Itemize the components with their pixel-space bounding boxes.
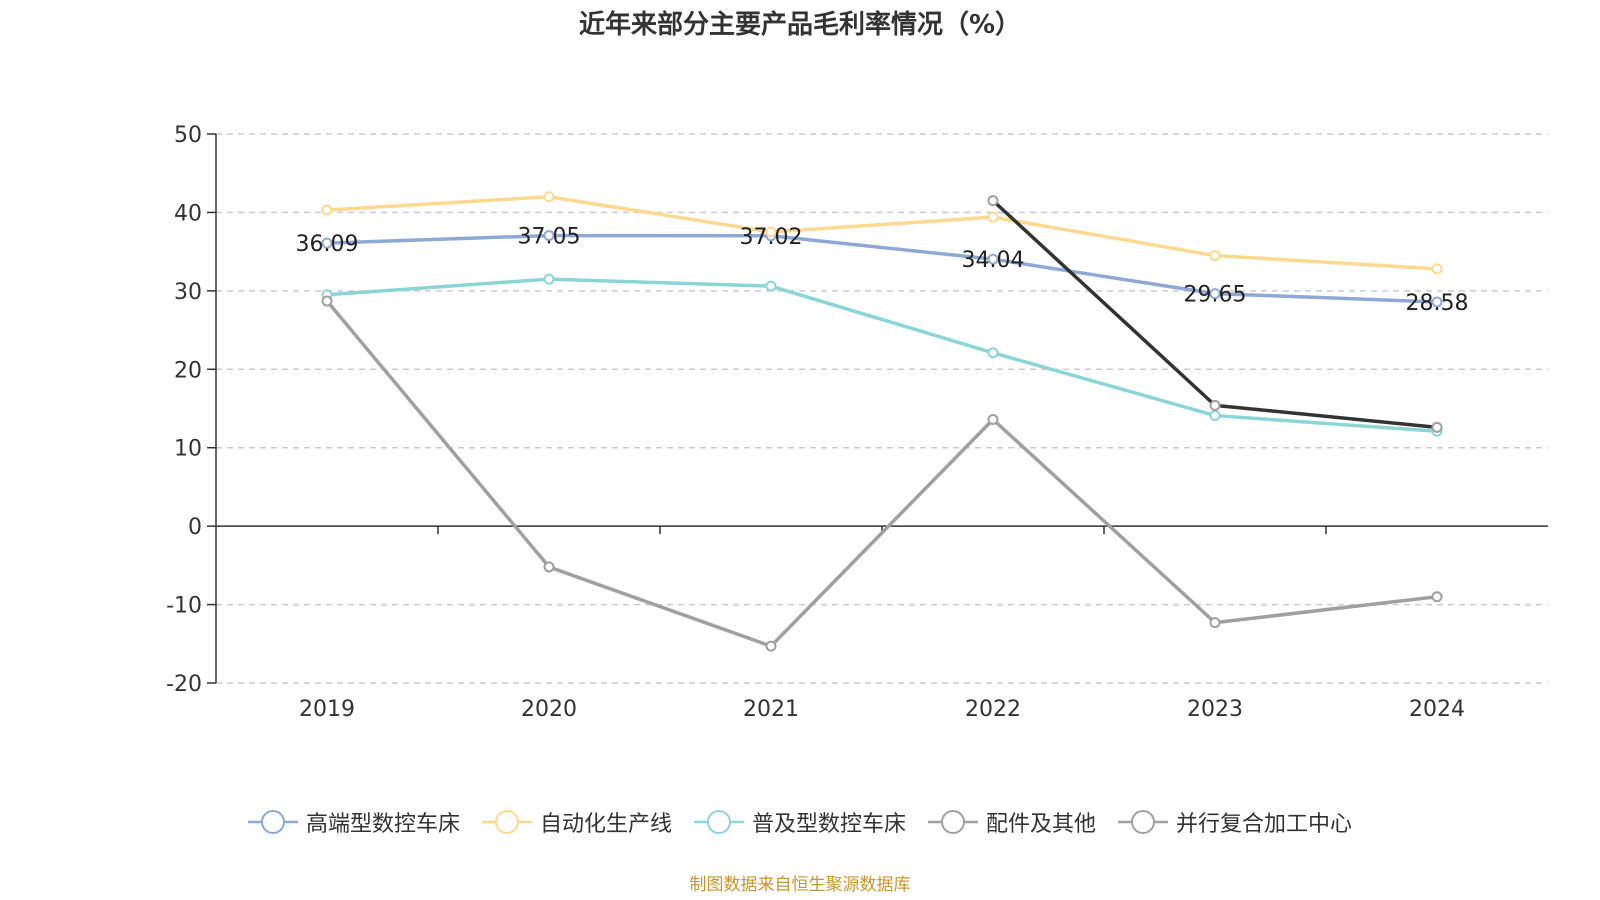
- series-lines: [321, 191, 1443, 652]
- y-tick-label: 30: [174, 280, 202, 305]
- data-point: [987, 253, 999, 265]
- y-tick-label: 40: [174, 201, 202, 226]
- data-point: [543, 230, 555, 242]
- data-point: [1431, 263, 1443, 275]
- legend-marker-icon: [693, 810, 744, 834]
- legend-item[interactable]: 普及型数控车床: [693, 806, 906, 838]
- x-tick-label: 2024: [1409, 697, 1465, 722]
- data-label: 37.05: [518, 225, 581, 250]
- legend-label: 配件及其他: [986, 812, 1097, 837]
- x-tick-label: 2022: [965, 697, 1021, 722]
- data-point: [987, 347, 999, 359]
- data-point: [321, 204, 333, 216]
- data-label: 36.09: [296, 232, 359, 257]
- x-tick-label: 2020: [521, 697, 577, 722]
- data-label: 28.58: [1406, 291, 1469, 316]
- data-point: [765, 226, 777, 238]
- data-point: [1431, 421, 1443, 433]
- data-point: [987, 413, 999, 425]
- chart-title: 近年来部分主要产品毛利率情况（%）: [578, 10, 1022, 40]
- grid-lines: [216, 133, 1548, 684]
- series-line: [326, 277, 1438, 433]
- data-labels: 36.09 37.05 37.02 34.04 29.65 28.58: [296, 225, 1469, 316]
- legend-item[interactable]: 配件及其他: [928, 806, 1096, 838]
- data-point: [1209, 288, 1221, 300]
- x-tick-label: 2023: [1187, 697, 1243, 722]
- y-tick-label: 50: [174, 123, 202, 148]
- data-point: [1209, 410, 1221, 422]
- data-point: [321, 237, 333, 249]
- legend-item[interactable]: 高端型数控车床: [247, 806, 460, 838]
- series-line: [326, 233, 1438, 304]
- data-point: [765, 280, 777, 292]
- data-point: [1209, 250, 1221, 262]
- data-point: [1209, 399, 1221, 411]
- data-point: [765, 640, 777, 652]
- data-point: [987, 211, 999, 223]
- legend-marker-icon: [247, 810, 298, 834]
- legend-item[interactable]: 自动化生产线: [481, 806, 672, 838]
- legend-marker-icon: [928, 810, 978, 834]
- data-point: [1431, 591, 1443, 603]
- legend-label: 并行复合加工中心: [1176, 812, 1353, 837]
- data-point: [1431, 296, 1443, 308]
- series-line: [326, 194, 1438, 271]
- data-label: 29.65: [1184, 283, 1247, 308]
- y-tick-label: -10: [166, 594, 202, 619]
- legend-label: 自动化生产线: [539, 812, 672, 837]
- data-point: [1209, 617, 1221, 629]
- legend-marker-icon: [481, 810, 532, 834]
- source-note: 制图数据来自恒生聚源数据库: [689, 875, 911, 895]
- axes: 50 40 30 20 10 0 -10 -20 2019 2020 2021 2022 2023 202…: [166, 123, 1548, 722]
- series-line: [991, 199, 1438, 430]
- y-tick-label: 0: [188, 515, 202, 540]
- data-point: [543, 561, 555, 573]
- x-tick-label: 2021: [743, 697, 799, 722]
- data-point: [543, 191, 555, 203]
- data-point: [987, 195, 999, 207]
- data-point: [321, 295, 333, 307]
- y-tick-label: 10: [174, 437, 202, 462]
- legend-item[interactable]: 并行复合加工中心: [1118, 806, 1352, 838]
- legend-marker-icon: [1118, 810, 1169, 834]
- line-chart: 50 40 30 20 10 0 -10 -20 2019 2020 2021 2022 2023 202…: [166, 123, 1548, 722]
- y-tick-label: -20: [166, 672, 202, 697]
- legend: 高端型数控车床 自动化生产线 普及型数控车床 配件及其他 并行复合加工中心: [0, 806, 1600, 838]
- legend-label: 普及型数控车床: [751, 812, 906, 837]
- series-line: [325, 299, 1438, 648]
- x-tick-label: 2019: [299, 697, 355, 722]
- data-point: [543, 273, 555, 285]
- y-tick-label: 20: [174, 358, 202, 383]
- legend-label: 高端型数控车床: [305, 812, 460, 837]
- data-label: 34.04: [962, 248, 1025, 273]
- data-label: 37.02: [740, 225, 803, 250]
